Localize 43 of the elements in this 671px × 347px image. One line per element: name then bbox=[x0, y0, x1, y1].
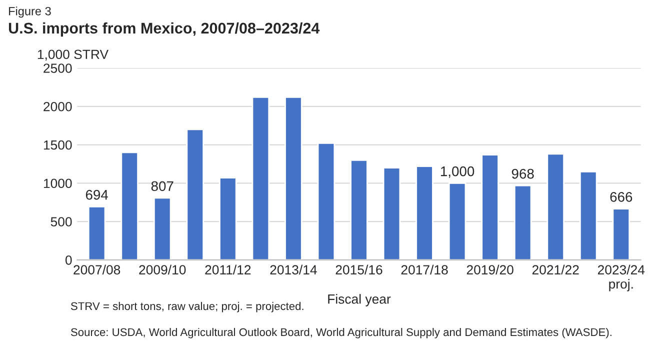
bar bbox=[382, 167, 401, 260]
bar bbox=[546, 153, 564, 260]
bar bbox=[481, 154, 499, 260]
bar bbox=[186, 128, 204, 260]
x-tick-label: 2007/08 bbox=[74, 264, 120, 274]
bar bbox=[579, 170, 598, 260]
y-tick-label: 2000 bbox=[44, 102, 72, 112]
y-tick-label: 1500 bbox=[44, 140, 72, 150]
x-axis-title: Fiscal year bbox=[328, 294, 391, 306]
y-tick-label: 500 bbox=[50, 217, 72, 226]
bar bbox=[284, 96, 302, 260]
text: STRV = short tons, raw value; proj. = projected. bbox=[70, 302, 304, 312]
data-label: 968 bbox=[512, 168, 534, 179]
x-tick-label: 2021/22 bbox=[532, 264, 579, 274]
bar bbox=[350, 159, 368, 260]
bar bbox=[317, 142, 336, 260]
data-label: 666 bbox=[610, 192, 632, 202]
bar bbox=[219, 177, 237, 260]
source-note: Source: USDA, World Agricultural Outlook Board, World Agricultural Supply and Demand Estimates (WASDE). bbox=[70, 328, 612, 338]
bar bbox=[448, 182, 466, 260]
data-label: 1,000 bbox=[440, 166, 474, 178]
x-tick-label: 2011/12 bbox=[205, 264, 251, 274]
data-label: 694 bbox=[86, 190, 108, 200]
x-tick-label: 2019/20 bbox=[466, 264, 514, 274]
bar bbox=[153, 197, 172, 260]
bar bbox=[252, 96, 270, 260]
x-tick-label: 2015/16 bbox=[336, 264, 382, 274]
x-tick-label: 2013/14 bbox=[270, 264, 317, 274]
chart-title: U.S. imports from Mexico, 2007/08–2023/24 bbox=[8, 22, 320, 37]
y-tick-label: 2500 bbox=[44, 64, 72, 73]
x-tick-label: 2009/10 bbox=[139, 264, 186, 274]
bar bbox=[120, 152, 138, 260]
data-label: 807 bbox=[151, 181, 174, 192]
x-tick-label: 2023/24 proj. bbox=[598, 264, 645, 292]
y-axis-title: 1,000 STRV bbox=[38, 50, 108, 61]
y-tick-label: 0 bbox=[65, 255, 72, 265]
bar bbox=[612, 208, 630, 260]
bar bbox=[88, 206, 106, 260]
bar bbox=[514, 184, 532, 260]
y-tick-label: 1000 bbox=[44, 178, 72, 188]
bar bbox=[416, 166, 434, 260]
chart-subtitle: Figure 3 bbox=[9, 6, 51, 18]
x-tick-label: 2017/18 bbox=[401, 264, 448, 274]
